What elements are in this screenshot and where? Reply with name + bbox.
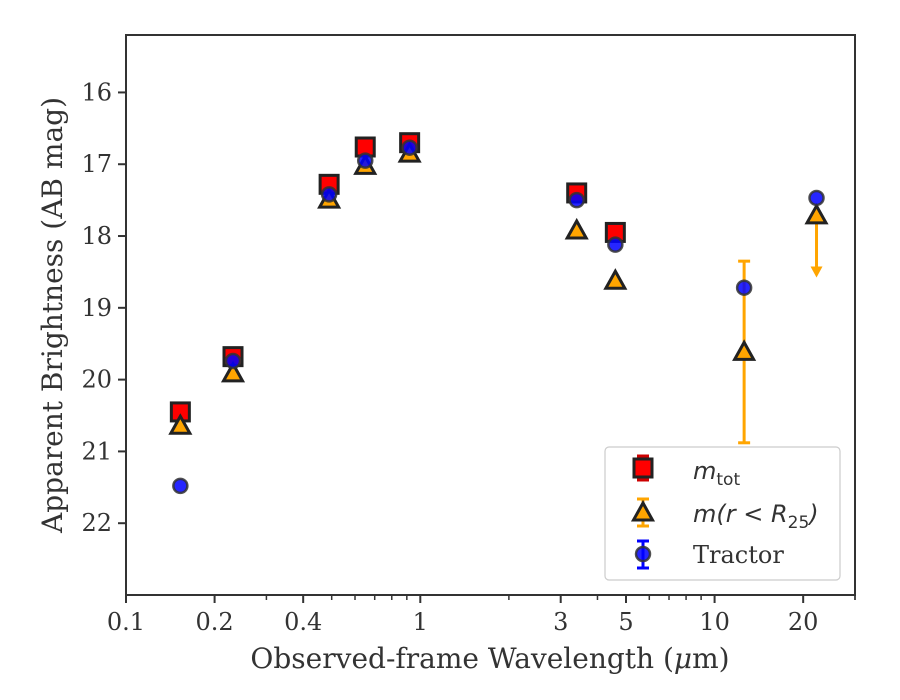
point-triangle-5 [564,217,589,240]
point-circle-1 [224,352,242,370]
legend-frame [604,446,841,581]
x-tick-label-3: 1 [413,608,428,636]
point-triangle-6 [603,268,628,290]
legend-markers [630,454,656,570]
y-tick-label-6: 22 [81,509,112,537]
y-tick-label-3: 19 [81,294,112,322]
legend-label-m-r25: m(r < R25) [693,500,819,533]
point-triangle-1 [220,360,246,383]
point-circle-2 [320,186,338,203]
legend-mtot-marker [632,457,654,479]
x-tick-label-1: 0.2 [196,608,234,636]
point-circle-6 [607,236,624,253]
point-circle-4 [401,139,418,156]
point-circle-0 [172,477,189,495]
legend-m-r25-marker [630,499,656,522]
x-axis-title: Observed-frame Wavelength (μm) [250,642,729,675]
y-axis-title: Apparent Brightness (AB mag) [36,97,69,534]
plot-frame [125,34,856,596]
y-tick-label-2: 18 [81,222,112,250]
y-tick-label-1: 17 [81,150,112,178]
x-tick-label-5: 5 [618,608,633,636]
legend: mtot m(r < R25) Tractor [604,446,841,581]
x-tick-label-6: 10 [699,608,730,636]
point-triangle-8 [804,202,829,225]
point-circle-7 [735,279,753,296]
y-tick-label-4: 20 [81,366,112,394]
point-triangle-0 [168,413,193,435]
point-triangle-8-limit-arrow [810,266,823,278]
point-circle-5 [568,191,585,209]
point-triangle-7 [732,339,757,361]
x-tick-label-0: 0.1 [107,608,145,636]
y-tick-label-0: 16 [81,78,112,106]
x-tick-label-4: 3 [553,608,568,636]
plot-area [168,132,829,495]
legend-label-tractor: Tractor [693,541,784,569]
x-tick-label-2: 0.4 [284,608,322,636]
point-circle-3 [356,152,374,169]
y-tick-label-5: 21 [81,437,112,465]
axes: 0.1 0.2 0.4 1 3 5 10 20 16 17 18 19 20 21 22 [81,34,856,636]
point-circle-8 [808,189,825,207]
legend-tractor-marker [634,545,652,563]
x-tick-label-7: 20 [788,608,819,636]
legend-label-mtot: mtot [693,457,740,490]
